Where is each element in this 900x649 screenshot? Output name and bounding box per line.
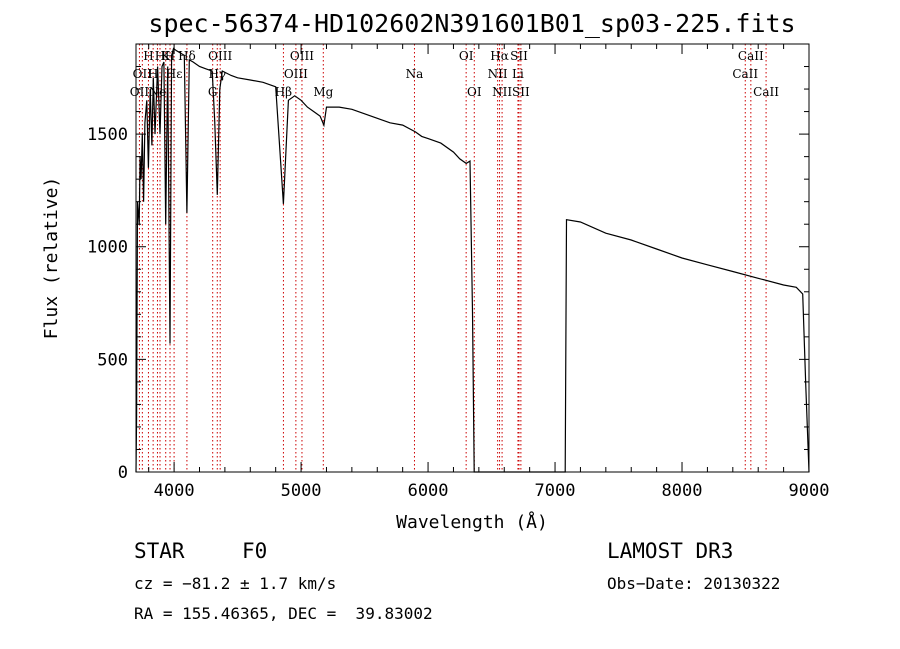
line-marker-label: CaII: [732, 67, 758, 81]
spectral-line-labels: OIIOIIHHNeHKHHεHδGHγOIIIHβOIIIOIIIMgNaOI…: [130, 49, 779, 99]
x-tick-label: 7000: [535, 481, 576, 501]
x-tick-label: 9000: [789, 481, 830, 501]
x-tick-label: 4000: [154, 481, 195, 501]
line-marker-label: Li: [512, 67, 524, 81]
line-marker-label: K: [161, 49, 171, 63]
line-marker-label: OI: [467, 85, 482, 99]
line-marker-label: CaII: [753, 85, 779, 99]
object-class: STAR: [134, 539, 185, 563]
y-tick-label: 1000: [87, 238, 128, 258]
survey-name: LAMOST DR3: [607, 539, 734, 563]
y-tick-label: 500: [97, 350, 128, 370]
line-marker-label: Hε: [166, 67, 183, 81]
line-marker-label: H: [155, 49, 165, 63]
spectrum-line: [135, 47, 810, 473]
line-marker-label: SII: [512, 85, 530, 99]
line-marker-label: Hγ: [208, 67, 226, 81]
line-marker-label: OIII: [284, 67, 308, 81]
chart-title: spec-56374-HD102602N391601B01_sp03-225.f…: [148, 9, 795, 38]
line-marker-label: Mg: [313, 85, 333, 99]
line-marker-label: H: [143, 49, 153, 63]
line-marker-label: NII: [488, 67, 508, 81]
line-marker-label: OI: [459, 49, 474, 63]
coordinates: RA = 155.46365, DEC = 39.83002: [134, 604, 433, 623]
x-tick-label: 6000: [408, 481, 449, 501]
spectrum-chart: spec-56374-HD102602N391601B01_sp03-225.f…: [41, 9, 830, 533]
x-axis-ticks: 4000 5000 6000 7000 8000 9000: [148, 44, 830, 501]
line-marker-label: OII: [130, 85, 150, 99]
line-marker-label: SII: [510, 49, 528, 63]
line-marker-label: OIII: [208, 49, 232, 63]
y-tick-label: 0: [118, 463, 128, 483]
line-marker-label: NII: [492, 85, 512, 99]
y-axis-ticks: 0 500 1000 1500: [87, 43, 809, 483]
plot-frame: [135, 43, 810, 473]
line-marker-label: Hδ: [178, 49, 196, 63]
line-marker-label: Na: [406, 67, 424, 81]
x-axis-label: Wavelength (Å): [396, 511, 548, 533]
line-marker-label: CaII: [738, 49, 764, 63]
y-tick-label: 1500: [87, 125, 128, 145]
object-subclass: F0: [242, 539, 268, 563]
y-axis-label: Flux (relative): [41, 177, 62, 340]
line-marker-label: H: [165, 49, 175, 63]
observation-date: Obs−Date: 20130322: [607, 574, 781, 593]
x-tick-label: 8000: [662, 481, 703, 501]
line-marker-label: Hα: [490, 49, 509, 63]
line-marker-label: OIII: [290, 49, 314, 63]
line-marker-label: H: [148, 67, 158, 81]
x-tick-label: 5000: [281, 481, 322, 501]
line-marker-label: Hβ: [275, 85, 292, 99]
line-marker-label: OII: [133, 67, 153, 81]
redshift-velocity: cz = −81.2 ± 1.7 km/s: [134, 574, 337, 593]
spectral-line-markers: [138, 44, 767, 472]
